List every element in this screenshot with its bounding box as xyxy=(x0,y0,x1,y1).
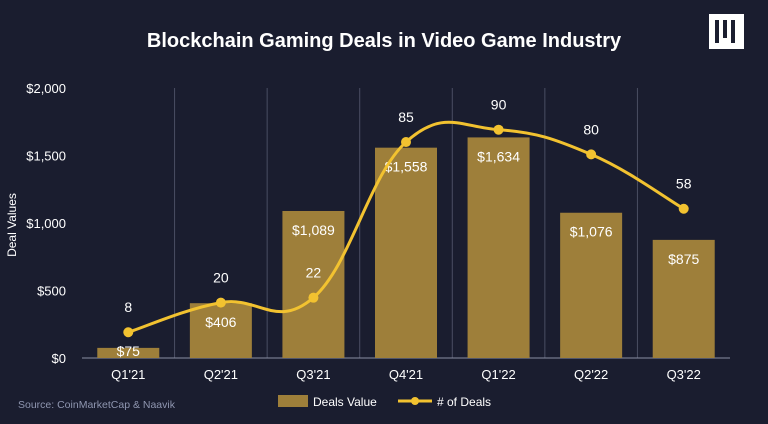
x-tick-label: Q4'21 xyxy=(389,367,423,382)
bar-value-label: $875 xyxy=(668,251,699,267)
bar-value-label: $1,634 xyxy=(477,148,520,164)
y-tick-label: $0 xyxy=(52,351,66,366)
deals-count-label: 58 xyxy=(676,176,692,192)
bar-value-label: $1,558 xyxy=(385,159,428,175)
legend: Deals Value # of Deals xyxy=(278,395,491,409)
y-axis-label: Deal Values xyxy=(5,193,19,257)
bar xyxy=(97,347,160,358)
bar-labels: $75 $406 $1,089 $1,558 $1,634 $1,076 $875 xyxy=(117,148,700,359)
x-tick-label: Q1'22 xyxy=(481,367,515,382)
bar xyxy=(375,147,437,358)
deals-count-label: 20 xyxy=(213,270,229,286)
legend-line-marker xyxy=(411,397,419,405)
x-tick-label: Q1'21 xyxy=(111,367,145,382)
chart-title: Blockchain Gaming Deals in Video Game In… xyxy=(147,30,622,52)
deals-count-point xyxy=(123,327,134,338)
y-axis-ticks: $0 $500 $1,000 $1,500 $2,000 xyxy=(26,81,66,366)
deals-count-point xyxy=(308,292,319,303)
deals-count-point xyxy=(401,137,411,148)
deals-count-label: 8 xyxy=(124,299,132,315)
y-tick-label: $2,000 xyxy=(26,81,66,96)
deals-count-point xyxy=(493,124,504,135)
bar xyxy=(189,303,252,358)
deals-count-label: 80 xyxy=(583,121,599,137)
bar xyxy=(560,212,623,358)
source-note: Source: CoinMarketCap & Naavik xyxy=(18,399,176,411)
x-axis-ticks: Q1'21 Q2'21 Q3'21 Q4'21 Q1'22 Q2'22 Q3'22 xyxy=(111,367,701,382)
x-tick-label: Q3'22 xyxy=(667,367,701,382)
legend-bar-swatch xyxy=(278,395,308,407)
deals-count-label: 90 xyxy=(491,97,507,113)
line-labels: 8 20 22 85 90 80 58 xyxy=(124,97,691,316)
bar-value-label: $75 xyxy=(117,343,141,359)
deals-count-label: 22 xyxy=(306,265,322,281)
x-tick-label: Q2'21 xyxy=(204,367,238,382)
y-tick-label: $500 xyxy=(37,284,66,299)
legend-deals-value: Deals Value xyxy=(313,395,377,409)
naavik-logo-icon xyxy=(709,14,744,49)
line-series xyxy=(123,120,689,338)
x-tick-label: Q3'21 xyxy=(296,367,330,382)
bar-series xyxy=(97,137,715,358)
bar-value-label: $1,076 xyxy=(570,224,613,240)
bar-value-label: $406 xyxy=(205,314,236,330)
bar xyxy=(282,210,345,358)
deals-count-point xyxy=(678,203,689,214)
deals-count-point xyxy=(215,297,226,308)
bar-value-label: $1,089 xyxy=(292,222,335,238)
bar xyxy=(467,137,530,358)
deals-count-point xyxy=(586,149,597,160)
y-tick-label: $1,000 xyxy=(26,216,66,231)
x-tick-label: Q2'22 xyxy=(574,367,608,382)
deals-count-label: 85 xyxy=(398,109,414,125)
legend-number-of-deals: # of Deals xyxy=(437,395,491,409)
y-tick-label: $1,500 xyxy=(26,149,66,164)
bar xyxy=(652,239,715,358)
